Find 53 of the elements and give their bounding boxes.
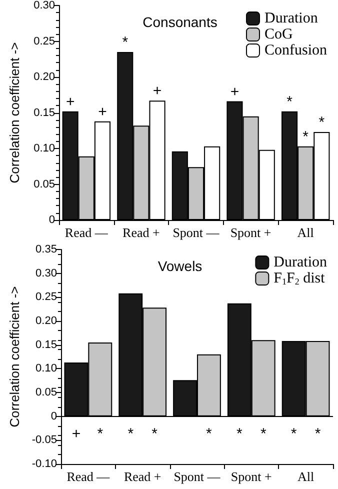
- y-axis-title: Correlation coefficient ->: [7, 286, 22, 428]
- x-tick-label: Read +: [124, 469, 162, 484]
- data-label: *: [206, 425, 212, 442]
- x-tick-label: Spont —: [172, 225, 220, 240]
- x-tick-label: Read +: [122, 225, 160, 240]
- y-tick-label: 0: [48, 214, 55, 226]
- data-label: *: [290, 425, 297, 442]
- x-tick-label: Spont +: [230, 225, 272, 240]
- y-tick-label: 0.05: [34, 178, 55, 190]
- data-label: *: [302, 128, 309, 146]
- y-tick-label: 0.25: [34, 35, 55, 48]
- text: Vowels: [158, 258, 202, 274]
- data-label: +: [152, 82, 162, 100]
- legend-label: Duration: [264, 10, 318, 26]
- text: Consonants: [142, 14, 218, 30]
- legend-label: CoG: [264, 26, 293, 42]
- data-label: *: [318, 114, 325, 132]
- y-tick-label: 0.30: [36, 267, 57, 280]
- data-label: +: [72, 425, 81, 442]
- data-label: *: [260, 425, 266, 442]
- x-tick-label: Read —: [66, 469, 111, 484]
- legend-label: Duration: [274, 254, 328, 270]
- y-tick-label: 0.20: [36, 315, 57, 327]
- data-label: *: [152, 425, 158, 442]
- data-label: +: [230, 83, 240, 100]
- y-axis-title: Correlation coefficient ->: [7, 42, 22, 184]
- x-tick-label: All: [297, 225, 314, 240]
- data-label: *: [97, 425, 104, 442]
- y-tick-label: -0.10: [32, 458, 57, 470]
- y-tick-label: 0.10: [36, 362, 57, 375]
- data-label: *: [122, 34, 128, 51]
- y-tick-label: 0.30: [34, 0, 55, 12]
- y-tick-label: 0.15: [36, 338, 57, 351]
- data-label: +: [66, 93, 75, 110]
- x-tick-label: Spont —: [174, 469, 222, 484]
- x-tick-label: Spont +: [230, 469, 272, 484]
- legend-label: Confusion: [264, 42, 328, 58]
- data-label: *: [286, 93, 293, 110]
- y-tick-label: 0.25: [36, 291, 57, 304]
- x-tick-label: All: [297, 469, 314, 484]
- legend-label: F1F2 dist: [274, 270, 326, 286]
- data-label: *: [128, 425, 134, 442]
- y-tick-label: 0.20: [34, 71, 55, 83]
- data-label: *: [314, 425, 321, 442]
- y-tick-label: 0.05: [36, 386, 57, 398]
- data-label: *: [236, 425, 242, 442]
- y-tick-label: 0.15: [34, 106, 55, 119]
- x-tick-label: Read —: [64, 225, 109, 240]
- y-tick-label: -0.05: [32, 434, 57, 446]
- y-tick-label: 0.10: [34, 142, 55, 154]
- y-tick-label: 0: [50, 410, 57, 422]
- y-tick-label: 0.35: [36, 244, 57, 256]
- data-label: +: [98, 103, 108, 120]
